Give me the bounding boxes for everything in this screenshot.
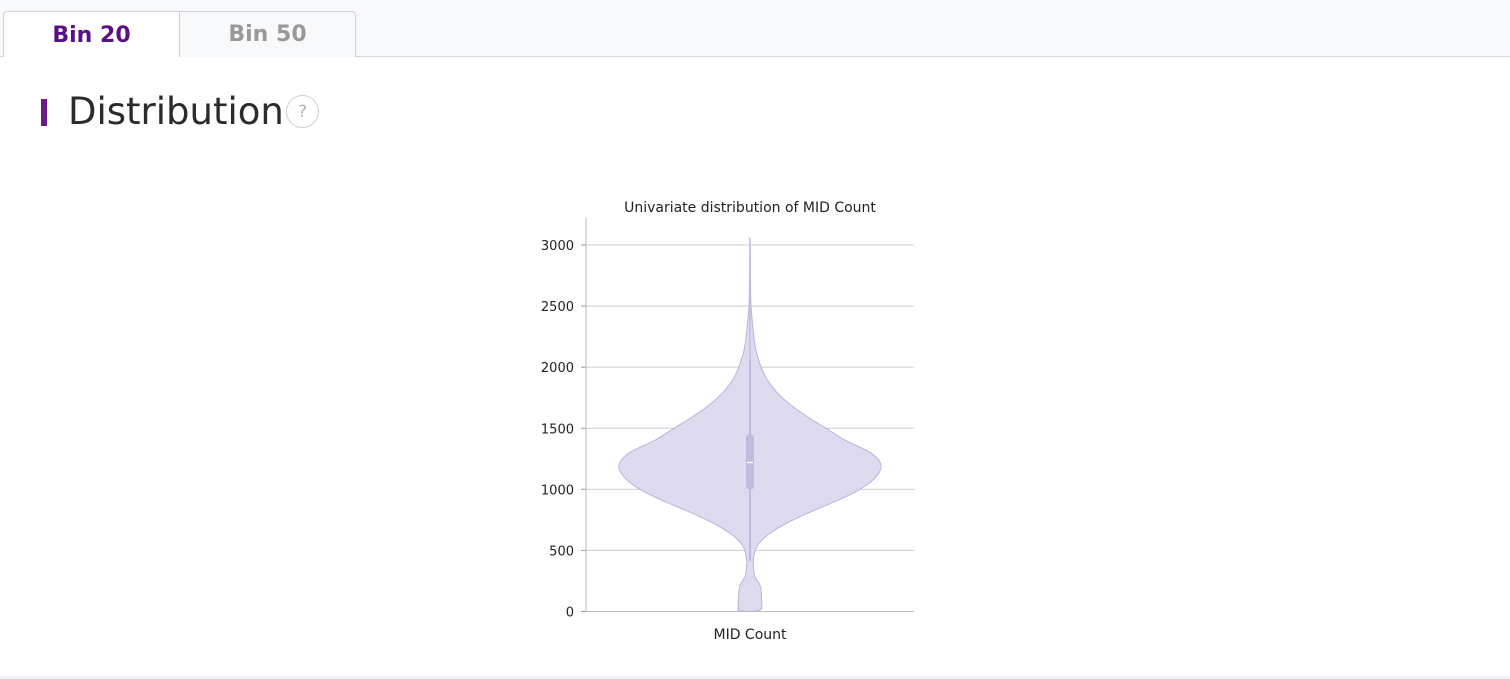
y-tick-label-500: 500 (549, 544, 574, 559)
help-glyph: ? (297, 101, 308, 122)
bottom-divider (0, 676, 1510, 679)
violin-layer (618, 237, 882, 613)
y-tick-label-1500: 1500 (541, 422, 574, 437)
tab-bin-50[interactable]: Bin 50 (179, 11, 356, 57)
y-tick-label-1000: 1000 (541, 483, 574, 498)
y-tick-label-2000: 2000 (541, 361, 574, 376)
tab-bar: Bin 20 Bin 50 (0, 0, 1510, 58)
question-circle-icon[interactable]: ? (286, 95, 319, 128)
section-title: Distribution (68, 90, 284, 133)
axes: 0 500 1000 1500 2000 2500 3000 MID Count (541, 218, 914, 643)
section-accent-bar (41, 99, 47, 126)
x-tick-label: MID Count (713, 627, 787, 643)
y-tick-label-3000: 3000 (541, 239, 574, 254)
chart-title: Univariate distribution of MID Count (624, 200, 876, 216)
y-tick-label-2500: 2500 (541, 300, 574, 315)
y-tick-label-0: 0 (566, 606, 574, 621)
tab-bin-20[interactable]: Bin 20 (3, 11, 180, 58)
